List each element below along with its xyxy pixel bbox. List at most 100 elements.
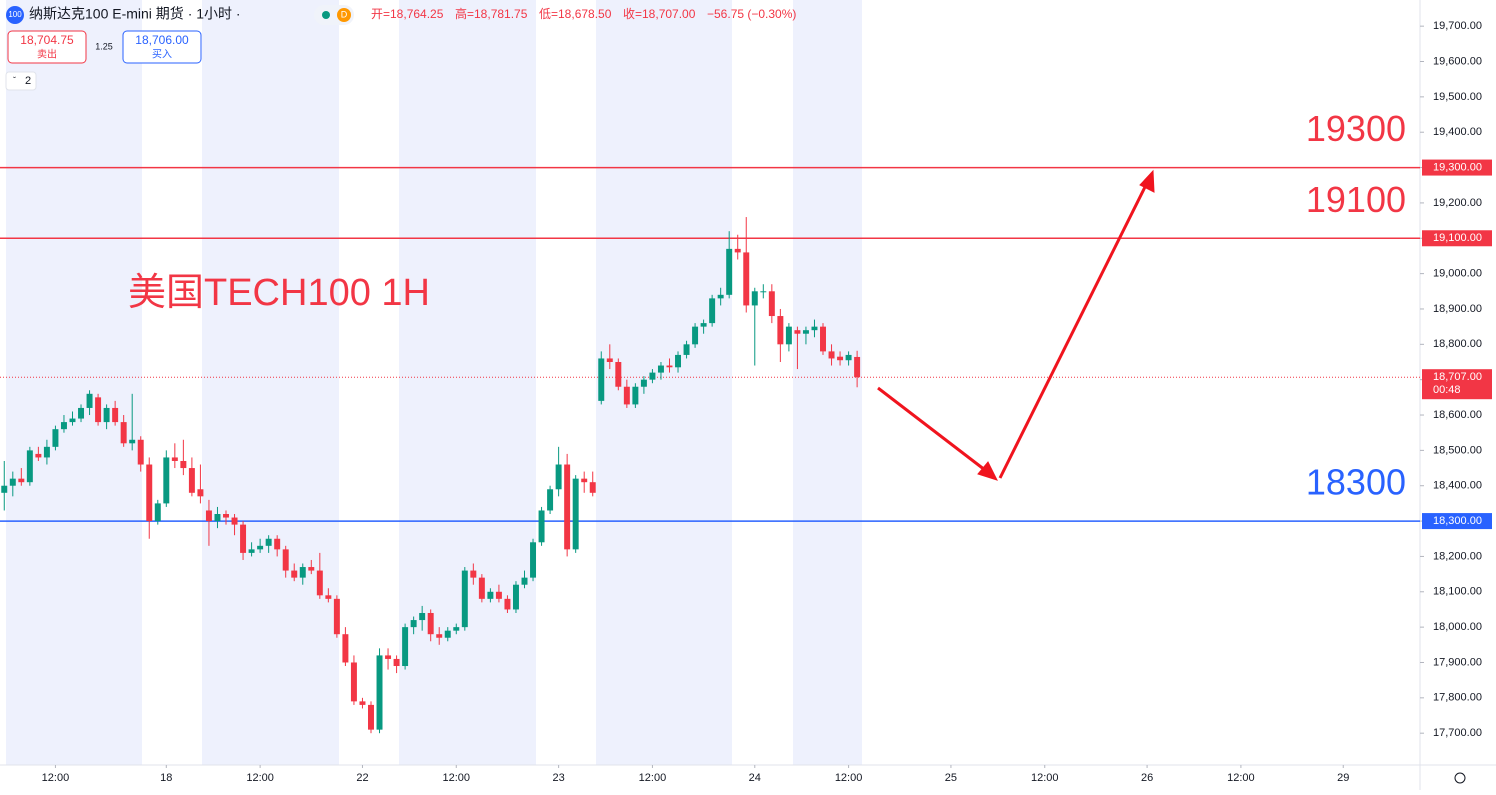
y-tick-label: 18,000.00	[1433, 621, 1482, 633]
candle-body	[649, 372, 656, 380]
sell-price: 18,704.75	[20, 33, 74, 47]
candle-body	[555, 464, 562, 490]
settings-icon[interactable]	[1454, 772, 1466, 784]
candle-body	[530, 542, 537, 578]
candle-body	[521, 577, 528, 585]
indicator-count: 2	[25, 75, 31, 87]
y-tick-label: 19,500.00	[1433, 91, 1482, 103]
x-tick-label: 26	[1141, 772, 1153, 784]
ohlc-open: 开=18,764.25	[371, 7, 444, 21]
candle-body	[487, 591, 494, 599]
candle-body	[700, 323, 707, 327]
arrow-head	[1139, 169, 1155, 193]
sell-label: 卖出	[37, 48, 57, 61]
candle-body	[86, 393, 93, 408]
candle-body	[188, 468, 195, 493]
candle-body	[623, 386, 630, 405]
candle-body	[257, 545, 264, 550]
candle-body	[95, 397, 102, 423]
candle-body	[794, 330, 801, 334]
candle-body	[35, 453, 42, 458]
candle-body	[444, 630, 451, 638]
candle-body	[675, 354, 682, 368]
y-tick-label: 18,500.00	[1433, 444, 1482, 456]
candle-body	[299, 567, 306, 578]
candle-body	[504, 598, 511, 610]
candle-body	[538, 510, 545, 543]
candle-body	[854, 356, 861, 378]
candle-body	[342, 634, 349, 663]
candle-body	[606, 358, 613, 362]
y-tick-label: 19,000.00	[1433, 268, 1482, 280]
buy-label: 买入	[152, 49, 172, 61]
y-tick-label: 17,800.00	[1433, 692, 1482, 704]
candle-body	[385, 655, 392, 659]
indicator-toggle[interactable]	[5, 71, 37, 91]
level-tag-label: 19,100.00	[1433, 232, 1482, 244]
level-tag	[1422, 159, 1492, 176]
arrow-down	[877, 386, 986, 472]
candle-body	[657, 365, 664, 373]
buy-button[interactable]	[122, 30, 202, 64]
x-tick-label: 12:00	[42, 772, 70, 784]
badge: D	[341, 9, 348, 19]
candle-body	[427, 612, 434, 635]
session-band	[202, 0, 339, 765]
candle-body	[18, 478, 25, 483]
candle-body	[837, 356, 844, 361]
candle-body	[410, 620, 417, 628]
candle-body	[154, 503, 161, 522]
x-tick-label: 12:00	[246, 772, 274, 784]
level-tag	[1422, 230, 1492, 247]
candle-body	[461, 570, 468, 628]
icon-text: 100	[8, 10, 22, 19]
session-band	[6, 0, 142, 765]
x-tick-label: 22	[356, 772, 368, 784]
y-tick-label: 19,200.00	[1433, 197, 1482, 209]
candle-body	[333, 598, 340, 635]
candle-body	[751, 291, 758, 306]
candle-body	[717, 294, 724, 299]
candle-body	[1, 485, 8, 493]
ohlc-high: 高=18,781.75	[455, 6, 528, 21]
y-tick-label: 17,900.00	[1433, 656, 1482, 668]
candle-body	[78, 407, 85, 419]
level-label: 18300	[1306, 462, 1406, 503]
y-tick-label: 19,600.00	[1433, 55, 1482, 67]
candle-body	[231, 517, 238, 525]
candle-body	[615, 361, 622, 387]
candle-body	[470, 570, 477, 578]
y-tick-label: 18,100.00	[1433, 586, 1482, 598]
candle-body	[52, 429, 59, 447]
y-tick-label: 18,800.00	[1433, 338, 1482, 350]
candle-body	[308, 567, 315, 571]
candle-body	[180, 460, 187, 469]
candle-body	[112, 407, 119, 423]
candle-body	[223, 514, 229, 518]
status-dot	[322, 11, 330, 19]
x-tick-label: 18	[160, 772, 172, 784]
candle-body	[802, 330, 809, 334]
candle-body	[325, 595, 332, 599]
annotation: 美国TECH100 1H	[128, 272, 430, 314]
candle-body	[419, 612, 426, 621]
candle-body	[282, 549, 289, 571]
candle-body	[350, 662, 357, 702]
arrow-head	[977, 461, 998, 481]
sell-button[interactable]	[7, 30, 87, 64]
x-tick-label: 25	[945, 772, 957, 784]
candle-body	[60, 422, 67, 430]
candle-body	[402, 627, 409, 667]
candle-body	[436, 634, 443, 638]
candle-body	[120, 422, 127, 444]
candle-body	[205, 510, 212, 522]
spread: 1.25	[95, 41, 113, 51]
candle-body	[265, 538, 272, 546]
candle-body	[240, 524, 247, 553]
candle-body	[26, 450, 33, 483]
level-label: 19100	[1306, 179, 1406, 220]
candle-body	[581, 478, 588, 483]
candle-body	[760, 291, 767, 293]
badge-dot	[337, 8, 351, 22]
